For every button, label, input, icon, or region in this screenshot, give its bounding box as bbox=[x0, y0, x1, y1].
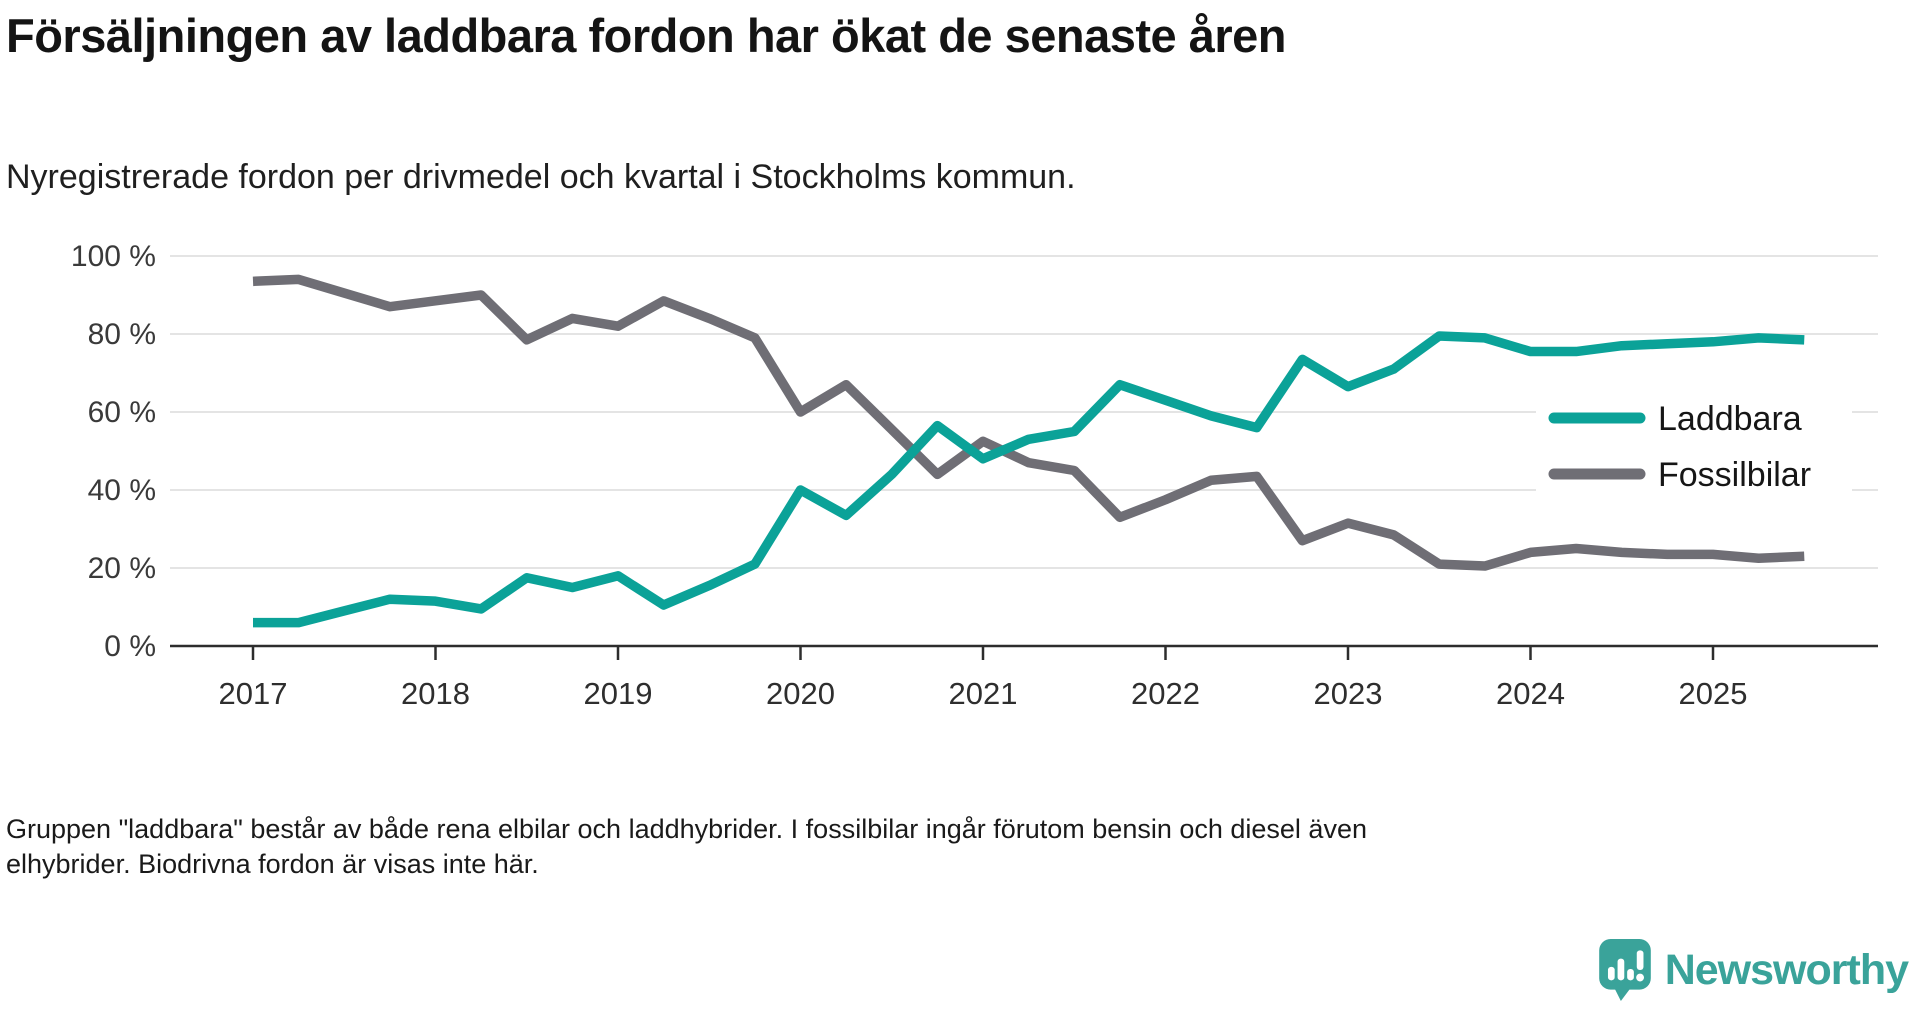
y-axis-label: 60 % bbox=[88, 396, 156, 429]
footnote-line-1: Gruppen "laddbara" består av både rena e… bbox=[6, 814, 1367, 844]
x-axis-label: 2022 bbox=[1131, 676, 1200, 711]
series-line-laddbara bbox=[253, 331, 1805, 628]
page-title: Försäljningen av laddbara fordon har öka… bbox=[6, 9, 1287, 62]
footnote: Gruppen "laddbara" består av både rena e… bbox=[6, 812, 1566, 882]
x-axis-label: 2019 bbox=[584, 676, 653, 711]
y-axis-label: 40 % bbox=[88, 474, 156, 507]
newsworthy-logo: Newsworthy bbox=[1598, 938, 1909, 1002]
x-axis-label: 2023 bbox=[1314, 676, 1383, 711]
legend-label-laddbara: Laddbara bbox=[1658, 400, 1802, 438]
footnote-line-2: elhybrider. Biodrivna fordon är visas in… bbox=[6, 849, 539, 879]
y-axis-label: 80 % bbox=[88, 318, 156, 351]
x-axis-label: 2024 bbox=[1496, 676, 1565, 711]
y-axis-label: 0 % bbox=[104, 630, 156, 663]
y-axis-label: 20 % bbox=[88, 552, 156, 585]
legend-background bbox=[1536, 390, 1852, 508]
y-axis-label: 100 % bbox=[71, 240, 156, 273]
x-axis-label: 2017 bbox=[219, 676, 288, 711]
x-axis-label: 2025 bbox=[1679, 676, 1748, 711]
page-subtitle: Nyregistrerade fordon per drivmedel och … bbox=[6, 158, 1076, 196]
x-axis-label: 2020 bbox=[766, 676, 835, 711]
newsworthy-logo-text: Newsworthy bbox=[1664, 945, 1909, 994]
x-axis-label: 2018 bbox=[401, 676, 470, 711]
newsworthy-logo-icon bbox=[1598, 939, 1651, 1001]
legend-label-fossilbilar: Fossilbilar bbox=[1658, 456, 1811, 494]
series-line-fossilbilar bbox=[252, 274, 1805, 571]
x-axis-label: 2021 bbox=[949, 676, 1018, 711]
